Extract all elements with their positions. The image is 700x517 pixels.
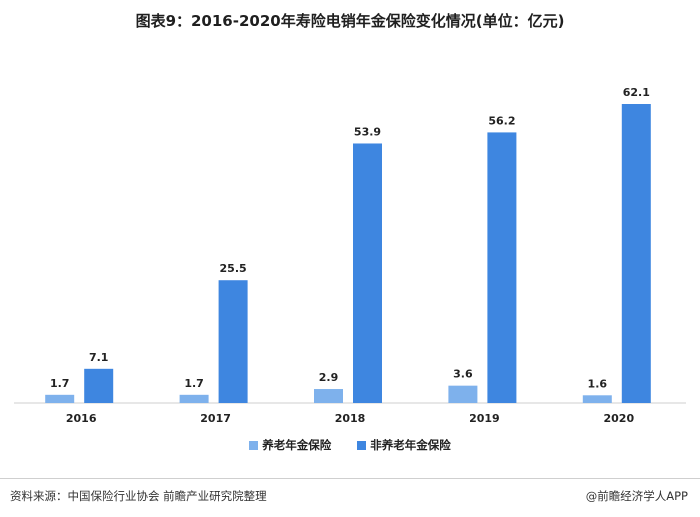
legend-swatch-pension [249, 440, 259, 450]
x-tick-label-2017: 2017 [200, 412, 231, 425]
chart-title: 图表9：2016-2020年寿险电销年金保险变化情况(单位：亿元) [135, 12, 565, 30]
x-tick-label-2016: 2016 [66, 412, 97, 425]
x-tick-label-2018: 2018 [335, 412, 366, 425]
chart-legend: 养老年金保险 非养老年金保险 [0, 437, 700, 453]
bar-pension-2017 [179, 394, 209, 403]
footer-divider [0, 478, 700, 479]
x-tick-label-2019: 2019 [469, 412, 500, 425]
bar-pension-2018 [314, 389, 343, 403]
credit-note: @前瞻经济学人APP [585, 489, 688, 503]
bar-non-pension-2017 [218, 280, 248, 403]
data-label-pension-2018: 2.9 [319, 371, 339, 384]
bar-non-pension-2016 [84, 368, 114, 403]
data-label-pension-2016: 1.7 [50, 377, 70, 390]
data-label-pension-2020: 1.6 [588, 377, 608, 390]
bar-non-pension-2019 [487, 132, 517, 403]
bar-non-pension-2018 [353, 143, 382, 403]
x-tick-label-2020: 2020 [603, 412, 634, 425]
legend-label-non-pension: 非养老年金保险 [370, 438, 451, 452]
legend-swatch-non-pension [357, 440, 367, 450]
bar-chart: 1.7 7.1 2016 1.7 25.5 2017 2.9 53.9 2018 3.6 56.2 2… [14, 86, 686, 425]
data-label-non-pension-2019: 56.2 [488, 114, 515, 127]
data-label-non-pension-2018: 53.9 [354, 125, 381, 138]
data-label-non-pension-2017: 25.5 [220, 262, 247, 275]
legend-label-pension: 养老年金保险 [262, 438, 332, 452]
data-label-pension-2017: 1.7 [184, 377, 204, 390]
data-label-non-pension-2020: 62.1 [623, 86, 650, 99]
legend-item-pension: 养老年金保险 [249, 437, 331, 453]
bar-non-pension-2020 [621, 104, 651, 403]
bar-pension-2020 [582, 395, 612, 403]
data-label-pension-2019: 3.6 [453, 368, 473, 381]
source-note: 资料来源：中国保险行业协会 前瞻产业研究院整理 [10, 489, 267, 503]
legend-item-non-pension: 非养老年金保险 [357, 437, 451, 453]
data-label-non-pension-2016: 7.1 [89, 351, 109, 364]
bar-pension-2016 [45, 394, 75, 403]
bar-pension-2019 [448, 385, 478, 403]
